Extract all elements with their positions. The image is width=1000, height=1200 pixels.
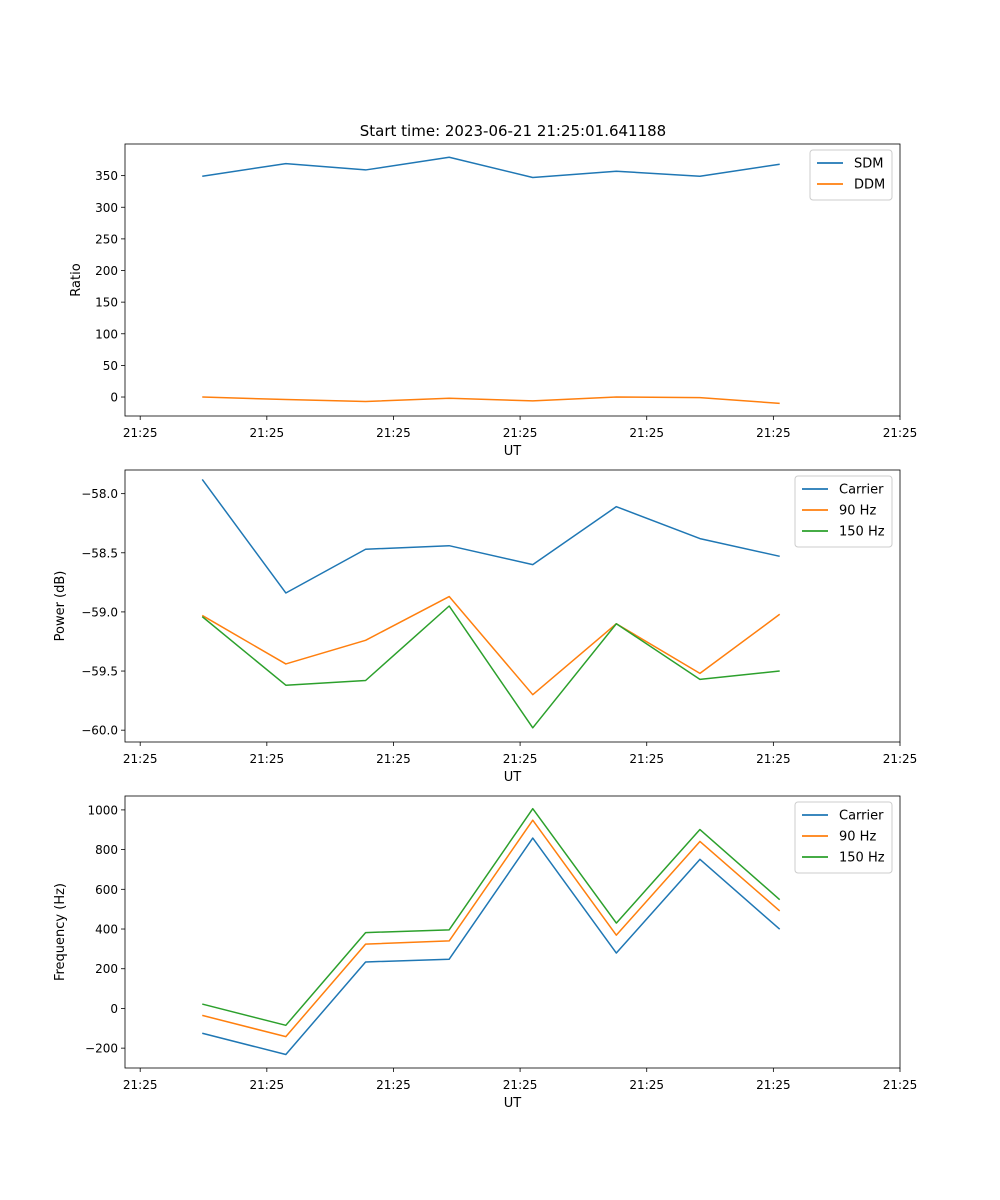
x-tick-label: 21:25 [756,752,791,766]
legend-label: Carrier [839,483,884,498]
y-axis-label: Ratio [69,263,84,296]
x-tick-label: 21:25 [250,426,285,440]
legend-label: DDM [854,178,885,193]
series-line-ddm [202,396,780,405]
y-tick-label: 150 [95,296,118,310]
legend-label: 150 Hz [839,851,885,866]
x-tick-label: 21:25 [629,752,664,766]
series-line-150-hz [201,605,780,729]
x-tick-label: 21:25 [123,426,158,440]
x-tick-label: 21:25 [503,1078,538,1092]
y-tick-label: 200 [95,962,118,976]
series-line-90-hz [202,819,781,1038]
series-line-150-hz [202,807,781,1027]
x-axis-label: UT [504,1096,522,1111]
series-line-carrier [201,479,780,594]
y-tick-label: 250 [95,232,118,246]
x-axis-label: UT [504,444,522,459]
y-tick-label: 300 [95,201,118,215]
x-tick-label: 21:25 [376,1078,411,1092]
series-line-90-hz [201,595,781,696]
y-tick-label: 350 [95,169,118,183]
y-tick-label: −58.5 [81,546,118,560]
legend-box [794,801,893,874]
legend: Carrier 90 Hz 150 Hz [794,475,893,548]
y-axis-label: Power (dB) [53,571,68,642]
legend-label: SDM [854,157,883,172]
x-tick-label: 21:25 [883,1078,918,1092]
y-tick-label: −60.0 [81,724,118,738]
y-tick-label: 600 [95,883,118,897]
y-tick-label: 0 [110,1002,118,1016]
x-tick-label: 21:25 [250,752,285,766]
y-axis-label: Frequency (Hz) [53,883,68,981]
x-tick-label: 21:25 [376,426,411,440]
series-line-sdm [202,156,780,179]
y-tick-label: 200 [95,264,118,278]
legend: Carrier 90 Hz 150 Hz [794,801,893,874]
y-tick-label: 400 [95,923,118,937]
y-tick-label: −58.0 [81,487,118,501]
panel-2: 21:2521:2521:2521:2521:2521:2521:2521:26… [53,469,918,785]
x-tick-label: 21:25 [629,426,664,440]
legend: SDM DDM [809,149,893,201]
x-tick-label: 21:25 [883,752,918,766]
axes-frame [124,469,901,743]
x-tick-label: 21:25 [123,752,158,766]
legend-label: 90 Hz [839,504,876,519]
panel-1: 21:2521:2521:2521:2521:2521:2521:2521:26… [69,143,918,459]
x-tick-label: 21:25 [756,1078,791,1092]
x-tick-label: 21:25 [376,752,411,766]
x-tick-label: 21:25 [503,752,538,766]
x-tick-label: 21:25 [123,1078,158,1092]
x-tick-label: 21:25 [503,426,538,440]
x-tick-label: 21:25 [629,1078,664,1092]
x-tick-label: 21:25 [883,426,918,440]
series-line-carrier [202,837,781,1056]
y-tick-label: −59.0 [81,605,118,619]
legend-box [794,475,893,548]
y-tick-label: 1000 [87,803,118,817]
axes-frame [124,795,901,1069]
axes-frame [124,143,901,417]
y-tick-label: −200 [85,1042,118,1056]
y-tick-label: 50 [103,359,118,373]
y-tick-label: 0 [110,391,118,405]
legend-label: 150 Hz [839,525,885,540]
y-tick-label: 800 [95,843,118,857]
x-tick-label: 21:25 [756,426,791,440]
panel-3: 21:2521:2521:2521:2521:2521:2521:2521:26… [53,795,918,1111]
figure-title: Start time: 2023-06-21 21:25:01.641188 [360,122,666,140]
x-tick-label: 21:25 [250,1078,285,1092]
y-tick-label: 100 [95,327,118,341]
x-axis-label: UT [504,770,522,785]
y-tick-label: −59.5 [81,665,118,679]
legend-label: Carrier [839,809,884,824]
legend-label: 90 Hz [839,830,876,845]
